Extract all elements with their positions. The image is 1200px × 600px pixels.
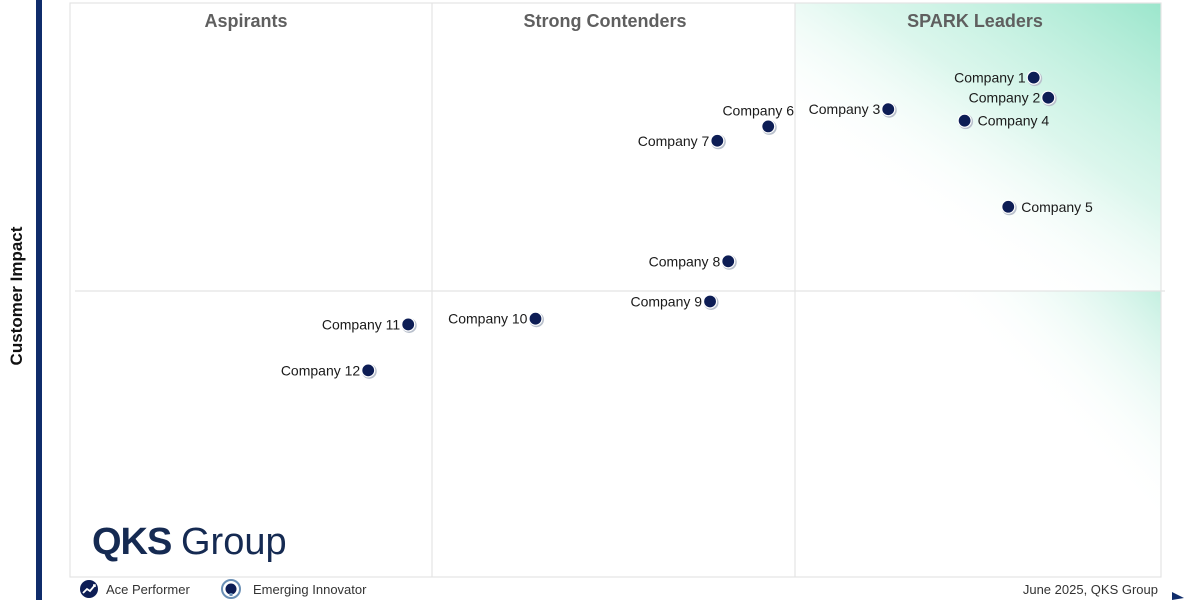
- point-1[interactable]: Company 1: [954, 70, 1043, 87]
- point-marker[interactable]: [1001, 199, 1016, 214]
- legend: Ace Performer Emerging Innovator: [80, 579, 367, 599]
- point-label: Company 5: [1021, 199, 1093, 215]
- point-label: Company 10: [448, 311, 528, 327]
- quadrant-title-strong-contenders: Strong Contenders: [523, 11, 686, 31]
- point-marker[interactable]: [401, 317, 416, 332]
- point-10[interactable]: Company 10: [448, 311, 544, 328]
- point-marker[interactable]: [710, 133, 725, 148]
- y-axis-bar: [36, 0, 42, 600]
- point-label: Company 12: [281, 362, 361, 378]
- y-axis-label: Customer Impact: [7, 226, 26, 365]
- point-2[interactable]: Company 2: [969, 90, 1057, 107]
- footer-date: June 2025, QKS Group: [1023, 582, 1158, 597]
- logo-text-regular: Group: [181, 521, 287, 563]
- quadrant-title-spark-leaders: SPARK Leaders: [907, 11, 1043, 31]
- point-marker[interactable]: [721, 254, 736, 269]
- quadrant-title-aspirants: Aspirants: [204, 11, 287, 31]
- point-marker[interactable]: [702, 294, 718, 309]
- point-marker[interactable]: [881, 102, 896, 117]
- x-axis-arrow: [1172, 592, 1184, 600]
- point-marker[interactable]: [361, 363, 376, 378]
- point-5[interactable]: Company 5: [1001, 199, 1093, 216]
- leaders-lower-bg: [795, 291, 1161, 577]
- point-8[interactable]: Company 8: [649, 253, 737, 270]
- point-7[interactable]: Company 7: [638, 133, 726, 150]
- point-marker[interactable]: [1041, 90, 1056, 105]
- point-label: Company 6: [722, 102, 794, 118]
- point-6[interactable]: Company 6: [722, 102, 794, 135]
- point-marker[interactable]: [957, 113, 972, 128]
- point-label: Company 4: [978, 113, 1050, 129]
- point-label: Company 9: [630, 293, 702, 309]
- grid: [69, 2, 1165, 578]
- ace-performer-icon: [80, 580, 98, 598]
- data-points: Company 1 Company 2 Company 3 Company 4 Comp…: [281, 70, 1093, 379]
- point-label: Company 11: [322, 316, 401, 332]
- point-3[interactable]: Company 3: [809, 101, 897, 118]
- emerging-innovator-icon: [221, 579, 241, 599]
- point-label: Company 7: [638, 133, 710, 149]
- point-label: Company 2: [969, 90, 1041, 106]
- logo-text-bold: QKS: [92, 521, 171, 563]
- qks-group-logo: QKS Group: [92, 521, 287, 563]
- point-label: Company 1: [954, 70, 1026, 86]
- point-11[interactable]: Company 11: [322, 316, 417, 333]
- point-marker[interactable]: [1026, 70, 1041, 85]
- point-9[interactable]: Company 9: [630, 293, 719, 310]
- point-marker[interactable]: [528, 311, 543, 326]
- point-marker[interactable]: [761, 119, 776, 134]
- point-label: Company 8: [649, 253, 721, 269]
- legend-emerging-innovator: Emerging Innovator: [253, 582, 367, 597]
- point-4[interactable]: Company 4: [957, 113, 1050, 130]
- legend-ace-performer: Ace Performer: [106, 582, 190, 597]
- point-label: Company 3: [809, 101, 881, 117]
- leaders-quadrant-bg: [795, 3, 1161, 291]
- point-12[interactable]: Company 12: [281, 362, 377, 379]
